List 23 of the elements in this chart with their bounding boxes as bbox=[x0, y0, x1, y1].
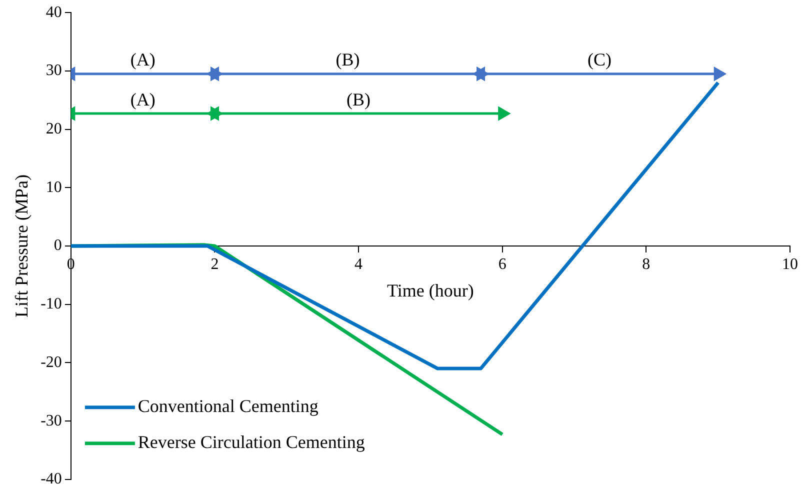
x-tick-label: 2 bbox=[210, 256, 219, 273]
annotation: (B) bbox=[346, 89, 371, 110]
annotation: (A) bbox=[130, 50, 156, 70]
x-axis-title: Time (hour) bbox=[387, 280, 474, 301]
y-tick-label: 0 bbox=[54, 237, 62, 254]
legend-label: Reverse Circulation Cementing bbox=[138, 432, 365, 452]
y-tick-label: -40 bbox=[40, 470, 62, 488]
legend-label: Conventional Cementing bbox=[138, 396, 318, 416]
annotation: (A) bbox=[130, 89, 156, 110]
y-tick-label: -30 bbox=[40, 412, 62, 430]
annotation: (C) bbox=[587, 50, 612, 70]
x-tick-label: 10 bbox=[782, 256, 798, 273]
y-tick-label: 30 bbox=[46, 62, 62, 80]
y-tick-label: 40 bbox=[46, 4, 62, 21]
y-tick-label: 20 bbox=[46, 120, 62, 138]
y-tick-label: -10 bbox=[40, 296, 62, 313]
x-tick-label: 4 bbox=[354, 256, 363, 273]
y-axis-title: Lift Pressure (MPa) bbox=[12, 174, 32, 318]
y-tick-label: 10 bbox=[46, 178, 62, 196]
y-tick-label: -20 bbox=[40, 354, 62, 371]
annotation: (B) bbox=[336, 50, 360, 70]
x-tick-label: 6 bbox=[498, 256, 506, 273]
x-tick-label: 8 bbox=[642, 256, 650, 273]
